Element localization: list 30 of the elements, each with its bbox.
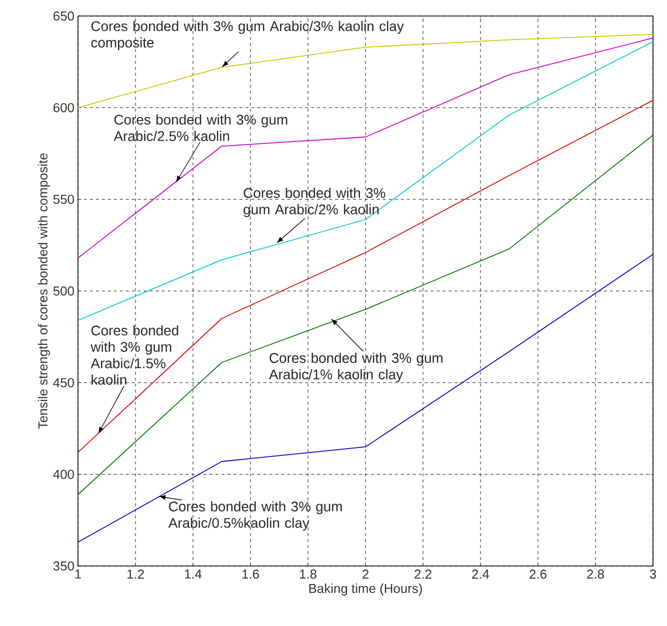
x-tick-label: 2.2 <box>414 570 432 579</box>
x-tick-label: 3 <box>650 570 656 579</box>
x-tick-label: 1.2 <box>127 570 144 579</box>
annotation: Cores bonded with 3% gum Arabic/2% kaolin <box>244 188 386 218</box>
x-tick-label: 1 <box>75 570 81 578</box>
annotation: Cores bonded with 3% gum Arabic/3% kaolin clay composite <box>91 20 404 50</box>
annotation: Cores bonded with 3% gum Arabic/1% kaolin clay <box>268 352 442 382</box>
x-tick-label: 1.6 <box>242 570 259 579</box>
y-tick-label: 400 <box>53 470 74 479</box>
line-series <box>78 38 654 258</box>
x-axis-title: Baking time (Hours) <box>309 584 422 596</box>
annotation: Cores bonded with 3% gum Arabic/1.5% kaolin <box>90 325 178 385</box>
line-series <box>78 34 654 108</box>
y-tick-label: 350 <box>53 561 74 571</box>
y-tick-label: 550 <box>53 194 74 204</box>
y-tick-label: 500 <box>53 286 74 296</box>
line-series <box>78 254 654 543</box>
y-tick-label: 600 <box>54 103 74 112</box>
y-tick-label: 650 <box>54 11 74 21</box>
x-tick-label: 2.6 <box>530 570 546 579</box>
annotation: Cores bonded with 3% gum Arabic/2.5% kaolin <box>114 114 288 142</box>
x-tick-label: 1.4 <box>184 570 202 578</box>
line-series <box>78 100 654 453</box>
x-tick-label: 1.8 <box>300 570 316 579</box>
y-axis-title: Tensile strength of cores bonded with composite <box>38 153 50 429</box>
annotation: Cores bonded with 3% gum Arabic/0.5%kaolin clay <box>168 501 342 531</box>
x-tick-label: 2.8 <box>587 570 604 579</box>
y-tick-label: 450 <box>53 378 74 388</box>
x-tick-label: 2 <box>362 570 368 579</box>
x-tick-label: 2.4 <box>472 570 490 579</box>
